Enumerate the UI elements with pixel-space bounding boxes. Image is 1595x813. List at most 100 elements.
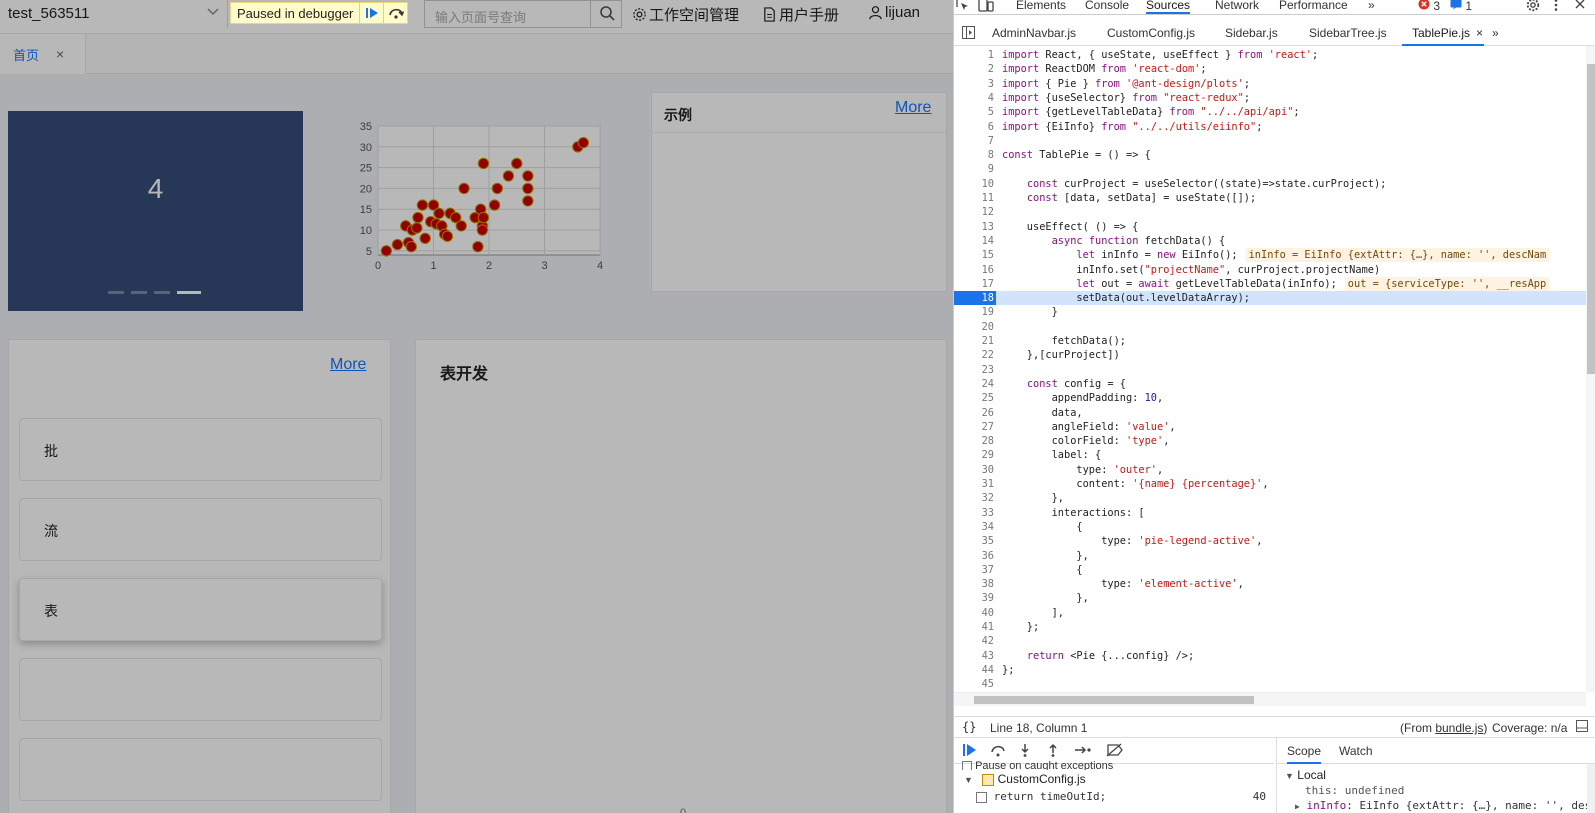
code-line[interactable]: 32 }, bbox=[954, 491, 1586, 505]
list-item-batch[interactable]: 批 bbox=[19, 418, 382, 481]
carousel-dot-active[interactable] bbox=[177, 291, 201, 294]
line-number[interactable]: 13 bbox=[981, 220, 994, 233]
line-number[interactable]: 45 bbox=[981, 678, 994, 691]
line-number[interactable]: 36 bbox=[981, 549, 994, 562]
pause-caught-option[interactable]: Pause on caught exceptions bbox=[962, 760, 1113, 770]
code-line[interactable]: 18 setData(out.levelDataArray); bbox=[954, 291, 1586, 306]
user-manual-link[interactable]: 用户手册 bbox=[762, 4, 839, 25]
tab-home[interactable]: 首页 × bbox=[0, 34, 86, 74]
more-tabs-icon[interactable]: » bbox=[1368, 0, 1375, 12]
list-item[interactable] bbox=[19, 738, 382, 801]
carousel[interactable]: 4 bbox=[8, 111, 303, 311]
workspace-management-link[interactable]: 工作空间管理 bbox=[632, 4, 739, 25]
code-line[interactable]: 2 import ReactDOM from 'react-dom'; bbox=[954, 62, 1586, 76]
list-item-table[interactable]: 表 bbox=[19, 578, 382, 641]
close-icon[interactable]: × bbox=[56, 46, 65, 62]
tab-watch[interactable]: Watch bbox=[1339, 744, 1373, 758]
deactivate-breakpoints-icon[interactable] bbox=[1106, 743, 1124, 759]
code-line[interactable]: 11 const [data, setData] = useState([]); bbox=[954, 191, 1586, 205]
code-line[interactable]: 36 }, bbox=[954, 549, 1586, 563]
tab-performance[interactable]: Performance bbox=[1279, 0, 1348, 12]
line-number[interactable]: 21 bbox=[981, 335, 994, 347]
code-line[interactable]: 41 }; bbox=[954, 620, 1586, 634]
line-number[interactable]: 2 bbox=[987, 63, 994, 76]
code-line[interactable]: 42 bbox=[954, 634, 1586, 648]
line-number[interactable]: 38 bbox=[981, 578, 994, 591]
code-line[interactable]: 30 type: 'outer', bbox=[954, 463, 1586, 477]
file-tab-customconfig[interactable]: CustomConfig.js bbox=[1107, 26, 1196, 40]
line-number[interactable]: 33 bbox=[981, 506, 994, 519]
code-line[interactable]: 13 useEffect( () => { bbox=[954, 220, 1586, 234]
file-tab-tablepie[interactable]: TablePie.js bbox=[1412, 26, 1471, 40]
code-line[interactable]: 34 { bbox=[954, 520, 1586, 534]
line-number[interactable]: 6 bbox=[987, 120, 994, 133]
code-line[interactable]: 43 return <Pie {...config} />; bbox=[954, 649, 1586, 663]
code-line[interactable]: 8 const TablePie = () => { bbox=[954, 148, 1586, 162]
step-out-icon[interactable] bbox=[1046, 743, 1064, 759]
navigator-toggle-icon[interactable] bbox=[962, 26, 975, 42]
line-number[interactable]: 41 bbox=[981, 621, 994, 633]
file-tab-adminnavbar[interactable]: AdminNavbar.js bbox=[992, 26, 1077, 40]
code-line[interactable]: 9 bbox=[954, 162, 1586, 176]
error-counter[interactable]: 3 bbox=[1418, 0, 1440, 13]
example-more-link[interactable]: More bbox=[895, 99, 932, 116]
breakpoint-entry[interactable]: return timeOutId; 40 bbox=[976, 790, 1266, 803]
line-number[interactable]: 42 bbox=[981, 635, 994, 648]
code-line[interactable]: 6 import {EiInfo} from "../../utils/eiinf… bbox=[954, 120, 1586, 134]
code-line[interactable]: 20 bbox=[954, 320, 1586, 334]
line-number[interactable]: 28 bbox=[981, 435, 994, 448]
code-line[interactable]: 44}; bbox=[954, 663, 1586, 677]
step-over-button[interactable] bbox=[383, 3, 407, 23]
drawer-toggle-icon[interactable] bbox=[1576, 720, 1588, 735]
step-into-icon[interactable] bbox=[1018, 743, 1036, 759]
carousel-dot[interactable] bbox=[154, 291, 170, 294]
line-number[interactable]: 8 bbox=[987, 149, 994, 162]
carousel-dot[interactable] bbox=[131, 291, 147, 294]
line-number[interactable]: 39 bbox=[981, 592, 994, 605]
code-line[interactable]: 19 } bbox=[954, 305, 1586, 319]
code-line[interactable]: 27 angleField: 'value', bbox=[954, 420, 1586, 434]
line-number[interactable]: 16 bbox=[981, 263, 994, 276]
code-line[interactable]: 5 import {getLevelTableData} from "../../… bbox=[954, 105, 1586, 119]
line-number[interactable]: 7 bbox=[987, 134, 994, 147]
code-line[interactable]: 21 fetchData(); bbox=[954, 334, 1586, 348]
page-search-input[interactable]: 输入页面号查询 bbox=[424, 0, 622, 28]
step-over-icon[interactable] bbox=[990, 743, 1008, 759]
carousel-dot[interactable] bbox=[108, 291, 124, 294]
line-number[interactable]: 34 bbox=[981, 520, 994, 533]
code-line[interactable]: 31 content: '{name} {percentage}', bbox=[954, 477, 1586, 491]
scope-scrollbar[interactable] bbox=[1587, 764, 1595, 813]
code-line[interactable]: 35 type: 'pie-legend-active', bbox=[954, 534, 1586, 548]
code-line[interactable]: 33 interactions: [ bbox=[954, 506, 1586, 520]
resume-button[interactable] bbox=[359, 3, 383, 23]
list-item-stream[interactable]: 流 bbox=[19, 498, 382, 561]
tab-console[interactable]: Console bbox=[1085, 0, 1130, 12]
settings-gear-icon[interactable] bbox=[1526, 0, 1540, 15]
code-line[interactable]: 4 import {useSelector} from "react-redux"… bbox=[954, 91, 1586, 105]
scope-local-section[interactable]: ▼ Local bbox=[1285, 768, 1326, 782]
scrollbar-thumb[interactable] bbox=[974, 696, 1254, 704]
line-number[interactable]: 19 bbox=[981, 306, 994, 319]
close-devtools-icon[interactable] bbox=[1574, 0, 1586, 13]
line-number[interactable]: 24 bbox=[981, 377, 994, 390]
line-number[interactable]: 40 bbox=[981, 606, 994, 619]
editor-horizontal-scrollbar[interactable] bbox=[954, 692, 1586, 706]
code-line[interactable]: 3 import { Pie } from '@ant-design/plots'… bbox=[954, 77, 1586, 91]
line-number[interactable]: 15 bbox=[981, 249, 994, 262]
code-line[interactable]: 29 label: { bbox=[954, 448, 1586, 462]
line-number[interactable]: 27 bbox=[981, 420, 994, 433]
line-number[interactable]: 32 bbox=[981, 492, 994, 505]
code-line[interactable]: 16 inInfo.set("projectName", curProject.… bbox=[954, 263, 1586, 277]
tab-network[interactable]: Network bbox=[1215, 0, 1260, 12]
line-number[interactable]: 23 bbox=[981, 363, 994, 376]
line-number[interactable]: 31 bbox=[981, 478, 994, 490]
user-menu[interactable]: lijuan bbox=[868, 4, 920, 21]
code-line[interactable]: 17 let out = await getLevelTableData(inI… bbox=[954, 276, 1586, 292]
file-tab-sidebartree[interactable]: SidebarTree.js bbox=[1309, 26, 1387, 40]
file-tab-sidebar[interactable]: Sidebar.js bbox=[1225, 26, 1278, 40]
code-line[interactable]: 45 bbox=[954, 677, 1586, 691]
pretty-print-icon[interactable]: {} bbox=[962, 720, 977, 734]
line-number[interactable]: 29 bbox=[981, 449, 994, 462]
line-number[interactable]: 3 bbox=[987, 77, 994, 90]
search-button[interactable] bbox=[590, 1, 622, 27]
